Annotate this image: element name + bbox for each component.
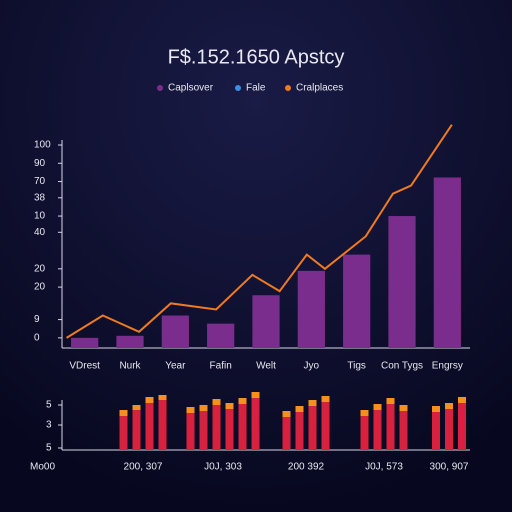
x-tick-label: 300, 907 (430, 462, 469, 473)
bar-segment (212, 405, 221, 450)
legend-marker (285, 85, 291, 91)
bar (433, 177, 461, 348)
bar-segment (458, 397, 466, 403)
bar-segment (373, 410, 382, 450)
y-tick-label: 5 (46, 443, 52, 454)
x-tick-label: Jyo (304, 361, 320, 372)
x-tick-label: Engrsy (432, 361, 463, 372)
bar-segment (321, 402, 330, 450)
bar-segment (186, 407, 195, 413)
bar-segment (225, 409, 234, 450)
bar-segment (282, 411, 291, 417)
legend-label: Cralplaces (296, 83, 343, 94)
bar-segment (386, 398, 395, 404)
bar-segment (238, 404, 247, 450)
y-tick-label: 100 (34, 140, 51, 151)
line (66, 124, 453, 339)
bar-segment (145, 403, 154, 450)
bar-segment (186, 413, 195, 450)
bar-segment (308, 406, 317, 450)
bar-segment (132, 405, 141, 410)
bar-segment (199, 405, 208, 411)
x-tick-label: 200, 307 (124, 462, 163, 473)
bar-segment (373, 404, 382, 410)
y-tick-label: 5 (46, 400, 52, 411)
x-tick-label: Nurk (119, 361, 141, 372)
x-tick-label: Fafin (210, 361, 232, 372)
bar (207, 323, 235, 348)
bar-segment (145, 397, 154, 403)
x-tick-label: J0J, 303 (204, 462, 242, 473)
legend-marker (235, 85, 241, 91)
bar-segment (158, 395, 167, 400)
bar-segment (399, 411, 408, 450)
y-tick-label: 20 (34, 282, 46, 293)
bar-segment (119, 410, 128, 416)
bar-segment (238, 398, 247, 404)
x-tick-label: Tigs (347, 361, 366, 372)
x-tick-label: Con Tygs (381, 361, 423, 372)
bar (116, 335, 144, 348)
x-axis-label: Mo00 (30, 462, 55, 473)
y-tick-label: 20 (34, 263, 46, 274)
y-tick-label: 0 (34, 332, 40, 343)
y-tick-label: 9 (34, 314, 40, 325)
bar (297, 270, 325, 348)
x-tick-label: Year (165, 361, 186, 372)
y-tick-label: 40 (34, 227, 46, 238)
bar-segment (458, 403, 466, 450)
chart-title: F$.152.1650 Apstcy (168, 46, 345, 68)
x-tick-label: Welt (256, 361, 276, 372)
bar-segment (199, 411, 208, 450)
bar-segment (225, 403, 234, 409)
legend-label: Caplsover (168, 83, 214, 94)
y-tick-label: 3 (46, 420, 52, 431)
bar-segment (158, 400, 167, 450)
bar-segment (360, 410, 369, 416)
bar (161, 315, 189, 348)
bar (252, 295, 280, 348)
bar-segment (321, 396, 330, 402)
bar (71, 337, 99, 348)
bar-segment (212, 399, 221, 405)
bar-segment (132, 410, 141, 450)
bar-segment (308, 400, 317, 406)
y-tick-label: 10 (34, 211, 46, 222)
y-tick-label: 70 (34, 176, 46, 187)
legend-marker (157, 85, 163, 91)
bar-segment (432, 412, 440, 450)
bar-segment (399, 405, 408, 411)
bar-segment (445, 409, 453, 450)
bar-segment (119, 416, 128, 450)
legend-label: Fale (246, 83, 266, 94)
bar-segment (251, 398, 260, 450)
bar-segment (295, 412, 304, 450)
bar (343, 254, 371, 348)
bar-segment (282, 417, 291, 450)
y-tick-label: 90 (34, 158, 46, 169)
bar-segment (432, 406, 440, 412)
bar-segment (445, 403, 453, 409)
x-tick-label: J0J, 573 (365, 462, 403, 473)
x-tick-label: VDrest (69, 361, 100, 372)
bar-segment (360, 416, 369, 450)
bar-segment (295, 406, 304, 412)
bar-segment (386, 404, 395, 450)
y-tick-label: 38 (34, 192, 46, 203)
bar (388, 216, 416, 348)
bar-segment (251, 392, 260, 398)
x-tick-label: 200 392 (288, 462, 325, 473)
